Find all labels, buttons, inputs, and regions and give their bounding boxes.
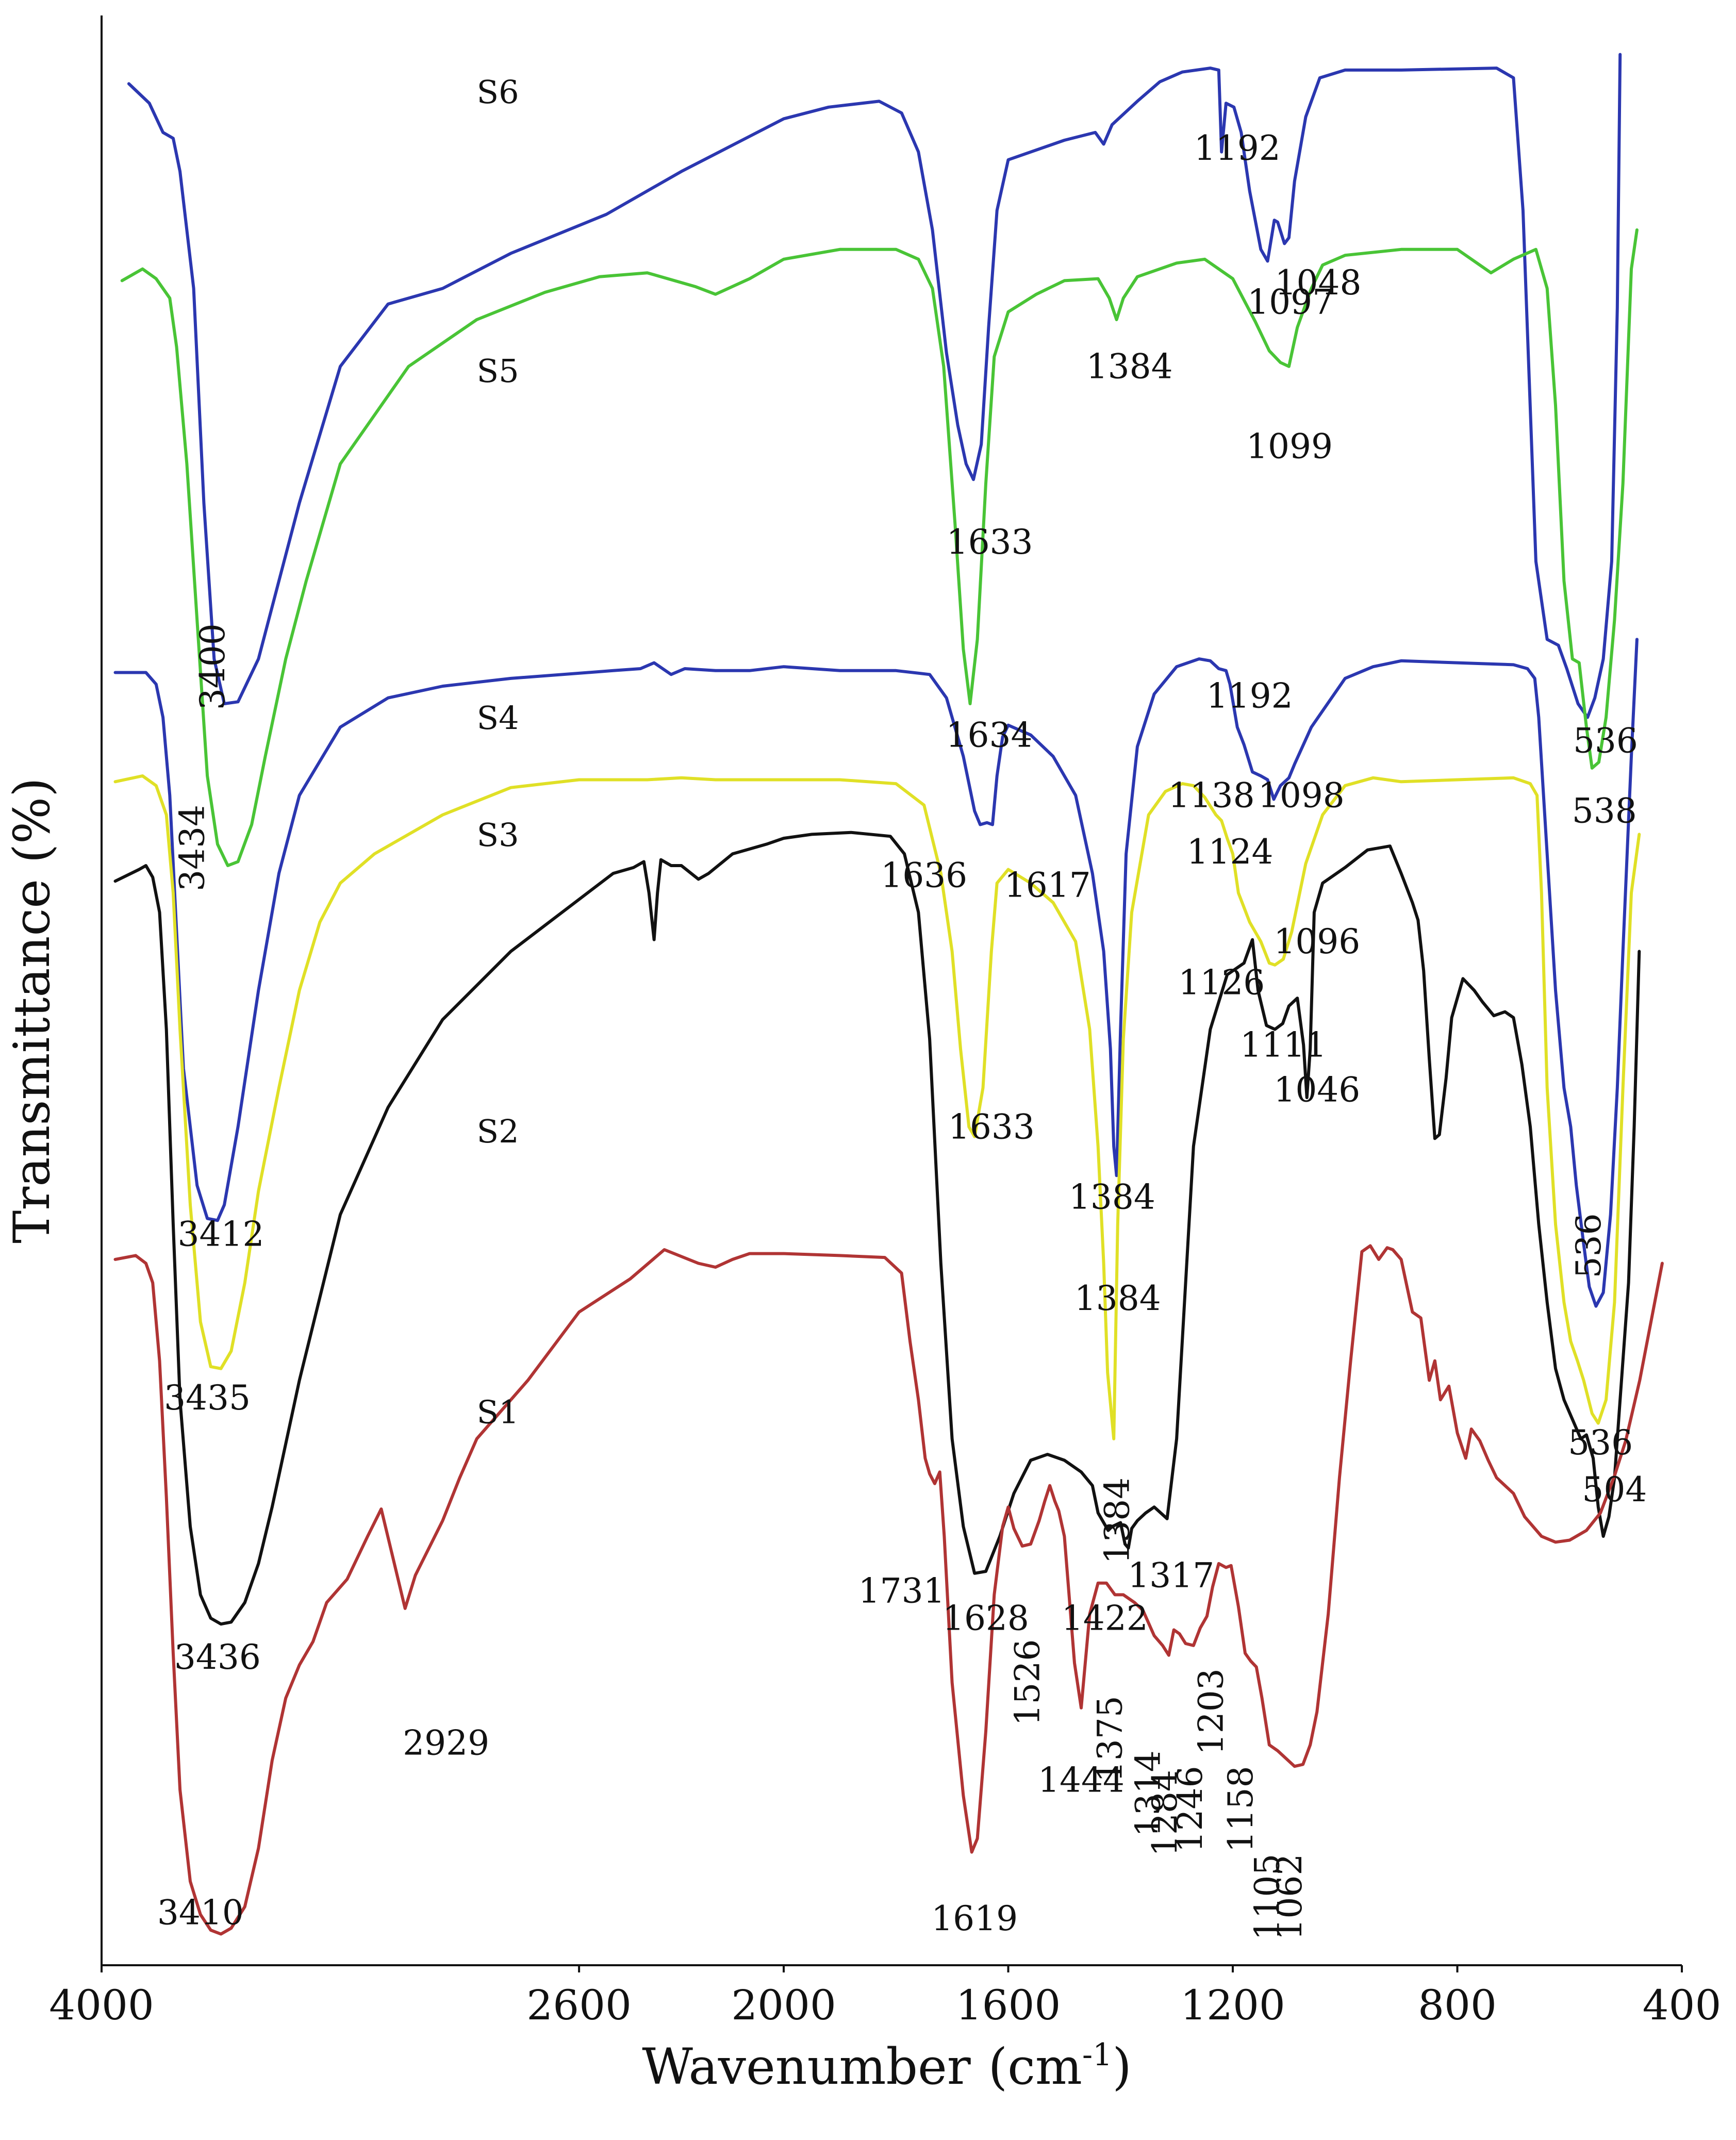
x-tick-label: 1200	[1180, 1981, 1285, 2029]
peak-label: 536	[1573, 721, 1638, 761]
peak-label: 1284	[1145, 1770, 1185, 1856]
series-line-s5	[120, 228, 1639, 867]
peak-label: 3434	[172, 805, 212, 891]
x-tick-label: 1600	[956, 1981, 1061, 2029]
peak-label: 538	[1572, 791, 1637, 831]
x-ticks: 4000 2600 2000 1600 1200 800 400	[49, 1965, 1721, 2029]
x-tick-label: 2000	[731, 1981, 836, 2029]
peak-label: 1422	[1062, 1598, 1148, 1638]
peak-label: 1126	[1178, 963, 1265, 1003]
peak-label: 1634	[946, 715, 1032, 755]
peak-label: 1192	[1194, 128, 1281, 168]
peak-label: 536	[1568, 1423, 1633, 1463]
peak-label: 1138	[1168, 775, 1255, 815]
peak-label: 1633	[948, 1107, 1035, 1147]
peak-label: 1097	[1247, 283, 1334, 322]
peak-label: 1099	[1246, 427, 1333, 467]
x-axis-title-main: Wavenumber	[642, 2038, 971, 2096]
peak-label: 1124	[1187, 832, 1274, 872]
x-tick-label: 4000	[49, 1981, 154, 2029]
peak-label: 1526	[1007, 1639, 1047, 1726]
series-label-s1: S1	[477, 1394, 519, 1431]
peak-label: 3400	[193, 623, 233, 710]
peak-label: 1375	[1090, 1696, 1130, 1782]
y-axis-title: Transmittance (%)	[3, 777, 61, 1243]
peak-label: 1384	[1098, 1478, 1137, 1564]
peak-label: 1317	[1128, 1555, 1214, 1595]
x-axis-title-unit-sup: -1	[1082, 2037, 1112, 2073]
peak-label: 3436	[174, 1637, 261, 1677]
peak-label: 2929	[403, 1723, 489, 1763]
peak-label: 3410	[157, 1893, 244, 1933]
peak-label: 1619	[931, 1899, 1018, 1938]
peak-label: 1731	[858, 1571, 945, 1611]
series-label-s2: S2	[477, 1113, 519, 1150]
series-curves	[113, 53, 1664, 1936]
series-label-s4: S4	[477, 699, 519, 737]
series-names: S6 S5 S4 S3 S2 S1	[477, 73, 519, 1431]
peak-label: 1628	[943, 1598, 1029, 1638]
x-axis-title-unit-end: )	[1112, 2038, 1131, 2096]
peak-label: 1111	[1240, 1025, 1327, 1065]
series-line-s1	[113, 1244, 1664, 1936]
peak-label: 1246	[1170, 1766, 1210, 1852]
series-line-s2	[113, 831, 1641, 1626]
peak-label: 504	[1582, 1470, 1647, 1509]
series-label-s6: S6	[477, 73, 519, 111]
peak-label: 1203	[1191, 1668, 1231, 1755]
plot-frame	[101, 15, 1682, 1966]
peak-label: 536	[1569, 1213, 1609, 1278]
x-tick-label: 400	[1643, 1981, 1722, 2029]
x-tick-label: 800	[1418, 1981, 1497, 2029]
peak-label: 1444	[1038, 1760, 1125, 1800]
peak-label: 1384	[1074, 1279, 1161, 1318]
peak-label: 1617	[1004, 865, 1091, 905]
peak-label: 1062	[1270, 1854, 1310, 1940]
peak-label: 1096	[1274, 922, 1360, 961]
series-line-s6	[127, 53, 1622, 719]
series-line-s4	[113, 638, 1639, 1308]
series-label-s3: S3	[477, 816, 519, 854]
series-line-s3	[113, 774, 1641, 1440]
peak-label: 1158	[1221, 1766, 1261, 1852]
peak-label: 1192	[1206, 676, 1293, 716]
peak-label: 1384	[1069, 1177, 1155, 1217]
peak-label: 3435	[164, 1378, 251, 1418]
peak-label: 1105	[1247, 1854, 1287, 1940]
x-axis-title: Wavenumber (cm-1)	[642, 2037, 1132, 2096]
peak-label: 1046	[1274, 1070, 1360, 1110]
x-axis-title-unit: (cm	[988, 2038, 1082, 2096]
peak-label: 3412	[178, 1214, 264, 1254]
peak-label: 1636	[881, 856, 967, 895]
peak-label: 1633	[947, 522, 1033, 562]
peak-label: 1384	[1086, 346, 1173, 386]
x-tick-label: 2600	[526, 1981, 632, 2029]
peak-label: 1098	[1258, 775, 1345, 815]
peak-label: 1314	[1129, 1750, 1168, 1837]
series-label-s5: S5	[477, 352, 519, 390]
peak-label: 1048	[1275, 263, 1362, 303]
